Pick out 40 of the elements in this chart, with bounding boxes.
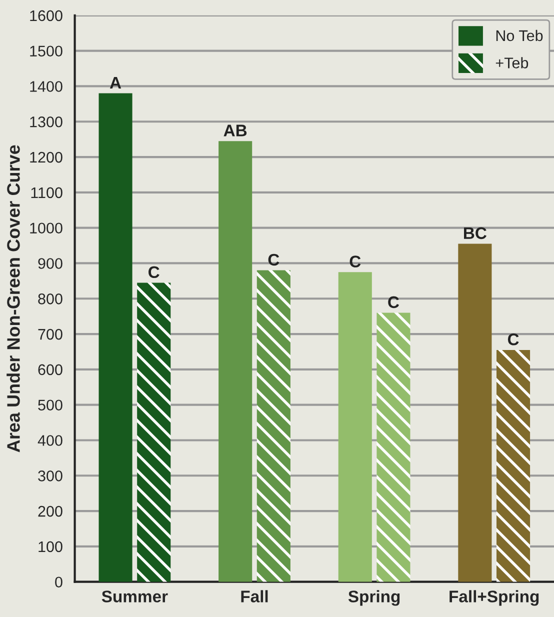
y-axis-title: Area Under Non-Green Cover Curve <box>6 145 20 452</box>
legend-label: +Teb <box>496 57 528 68</box>
y-tick-label: 1200 <box>30 152 62 163</box>
y-tick-label: 800 <box>38 293 62 304</box>
y-tick-label: 1100 <box>31 187 62 198</box>
y-tick-label: 1600 <box>30 10 62 22</box>
legend-label: No Teb <box>496 30 543 42</box>
y-tick-label: 200 <box>38 506 62 517</box>
y-tick-label: 1400 <box>30 81 62 92</box>
x-tick-label: Fall+Spring <box>450 590 539 606</box>
data-label: C <box>268 254 280 266</box>
y-tick-label: 700 <box>38 328 62 340</box>
x-tick-label: Summer <box>102 590 168 602</box>
y-tick-label: 900 <box>38 258 62 269</box>
bar <box>496 350 530 582</box>
bar <box>458 244 492 582</box>
bar <box>338 272 372 582</box>
data-label: C <box>350 256 361 268</box>
data-label: C <box>148 266 160 278</box>
y-tick-label: 1500 <box>30 46 62 57</box>
bar <box>376 312 410 582</box>
data-label: A <box>110 76 122 88</box>
bar <box>256 270 290 582</box>
bar <box>218 141 252 582</box>
y-tick-label: 400 <box>38 435 62 446</box>
x-tick-label: Spring <box>348 590 400 606</box>
data-label: AB <box>224 124 247 136</box>
y-tick-label: 1300 <box>30 116 62 128</box>
y-tick-label: 300 <box>38 470 62 482</box>
y-tick-label: 600 <box>38 364 62 376</box>
y-tick-label: 0 <box>55 576 62 588</box>
y-tick-label: 500 <box>38 400 62 411</box>
x-tick-label: Fall <box>241 590 268 602</box>
y-tick-label: 100 <box>38 541 62 552</box>
data-label: BC <box>464 227 487 240</box>
bar <box>137 282 171 582</box>
bar <box>98 93 132 582</box>
data-label: C <box>388 296 400 308</box>
y-tick-label: 1000 <box>30 222 62 234</box>
data-label: C <box>508 333 519 346</box>
